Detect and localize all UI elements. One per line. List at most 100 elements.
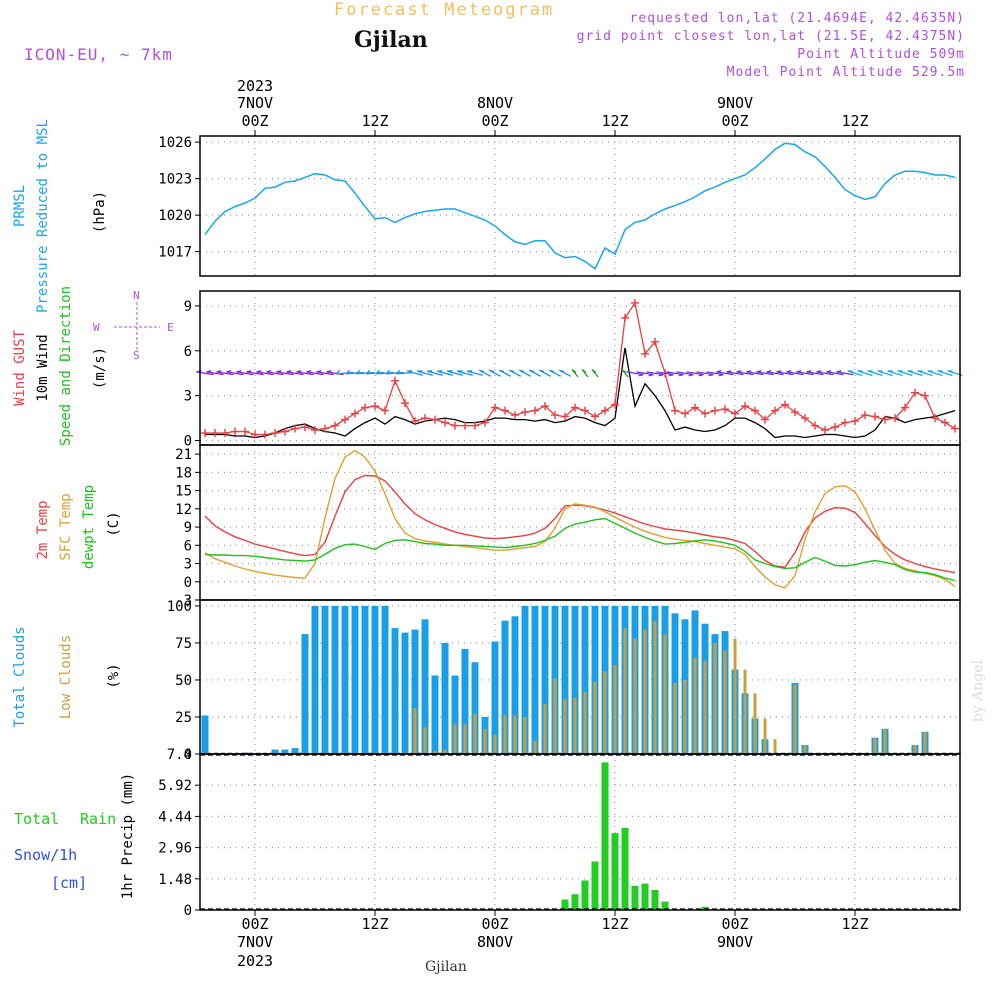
bottom-time-label: 00Z [721, 915, 748, 933]
wind-gust-marker [491, 403, 499, 412]
top-date-label: 7NOV [237, 94, 273, 112]
y-tick-label: 1017 [158, 245, 192, 261]
point-altitude: Point Altitude 509m [797, 47, 965, 62]
compass-south: S [133, 349, 140, 362]
wind-gust-marker [341, 415, 349, 424]
top-year-label: 2023 [237, 77, 273, 95]
wind-direction-arrow [571, 368, 579, 378]
low-cloud-bar [593, 681, 597, 754]
wind-gust-marker [751, 406, 759, 415]
wind-direction-arrow [897, 370, 913, 377]
y-tick-label: 0 [184, 434, 192, 450]
wind-direction-arrow [335, 369, 354, 375]
y-tick-label: 3 [184, 389, 192, 405]
bottom-year-label: 2023 [237, 952, 273, 970]
low-cloud-bar [473, 714, 477, 754]
model-point-altitude: Model Point Altitude 529.5m [726, 65, 965, 80]
low-cloud-bar [533, 740, 537, 754]
wind-direction-arrow [816, 370, 834, 376]
total-cloud-bar [281, 749, 289, 754]
low-cloud-bar [743, 669, 747, 754]
wind-direction-arrow [591, 368, 599, 378]
total-cloud-bar [511, 616, 519, 754]
wind-gust-marker [431, 415, 439, 424]
wind-gust-marker [571, 403, 579, 412]
wind-direction-arrow [538, 369, 552, 377]
rain-bar [561, 899, 569, 910]
wind-direction-arrow [776, 370, 794, 376]
wind-direction-arrow [488, 369, 502, 377]
cloud-bars [201, 605, 929, 755]
compass-north: N [133, 289, 140, 302]
low-cloud-bar [413, 708, 417, 754]
y-tick-label: 50 [175, 673, 192, 689]
wind-gust-marker [441, 418, 449, 427]
wind-gust-marker [681, 409, 689, 418]
low-cloud-bar [713, 642, 717, 754]
wind-gust-marker [401, 399, 409, 408]
wind-direction-arrow [457, 370, 473, 376]
total-cloud-bar [401, 632, 409, 754]
pressure-label-msl: Pressure Reduced to MSL [35, 119, 51, 313]
pressure-line [204, 142, 956, 270]
total-cloud-bar [301, 634, 309, 754]
wind-direction-arrow [857, 370, 873, 377]
wind-direction-arrow [847, 370, 863, 377]
wind-direction-arrow [316, 370, 334, 376]
precip-rain-label: Rain [80, 810, 116, 828]
total-cloud-bar [561, 605, 569, 754]
wind-direction-arrow [437, 370, 453, 376]
total-cloud-bar [421, 619, 429, 755]
wind-gust-marker [671, 406, 679, 415]
rain-bar [621, 827, 629, 910]
wind-direction-arrow [826, 370, 844, 376]
wind-gust-marker [221, 429, 229, 438]
total-cloud-bar [491, 641, 499, 754]
wind-gust-marker [261, 430, 269, 439]
total-cloud-bar [381, 605, 389, 754]
wind-gust-marker [861, 411, 869, 420]
low-cloud-bar [583, 691, 587, 754]
total-cloud-bar [391, 628, 399, 754]
low-cloud-bar [793, 684, 797, 754]
wind-gust-marker [711, 406, 719, 415]
temp-temperature-line [204, 474, 956, 574]
bottom-time-label: 00Z [241, 915, 268, 933]
wind-direction-arrow [806, 370, 824, 376]
low-cloud-bar [483, 728, 487, 754]
top-date-label: 9NOV [717, 94, 753, 112]
requested-location: requested lon,lat (21.4694E, 42.4635N) [629, 11, 965, 26]
bottom-time-label: 12Z [601, 915, 628, 933]
wind-gust-marker [851, 417, 859, 426]
low-cloud-bar [703, 660, 707, 754]
precip-panel-frame [199, 753, 961, 911]
location-name: Gjilan [354, 27, 428, 53]
wind-direction-arrow [626, 371, 644, 377]
total-cloud-bar [351, 605, 359, 754]
wind-gust-marker [471, 421, 479, 430]
y-tick-label: 1020 [158, 208, 192, 224]
wind-gust-marker [211, 429, 219, 438]
wind-direction-arrow [508, 369, 522, 377]
wind-direction-arrow [696, 371, 714, 377]
gridpoint-location: grid point closest lon,lat (21.5E, 42.43… [576, 29, 965, 44]
y-tick-label: 18 [175, 465, 192, 481]
low-cloud-bar [873, 737, 877, 754]
wind-direction-arrow [226, 370, 244, 376]
low-cloud-bar [493, 734, 497, 755]
wind-gust-marker [231, 427, 239, 436]
compass-west: W [93, 321, 100, 334]
wind-direction-arrow [581, 368, 589, 378]
total-cloud-bar [501, 620, 509, 754]
precip-snow-unit-label: [cm] [51, 874, 87, 892]
wind-gust-marker [731, 409, 739, 418]
low-clouds-label: Low Clouds [58, 635, 74, 719]
total-cloud-bar [291, 748, 299, 754]
sfc-temperature-line [204, 449, 956, 589]
wind-gust-marker [351, 409, 359, 418]
temp-dewpt-label: dewpt Temp [81, 485, 97, 569]
wind-unit-label: (m/s) [92, 347, 108, 389]
low-cloud-bar [653, 620, 657, 754]
wind-gust-marker [391, 376, 399, 385]
